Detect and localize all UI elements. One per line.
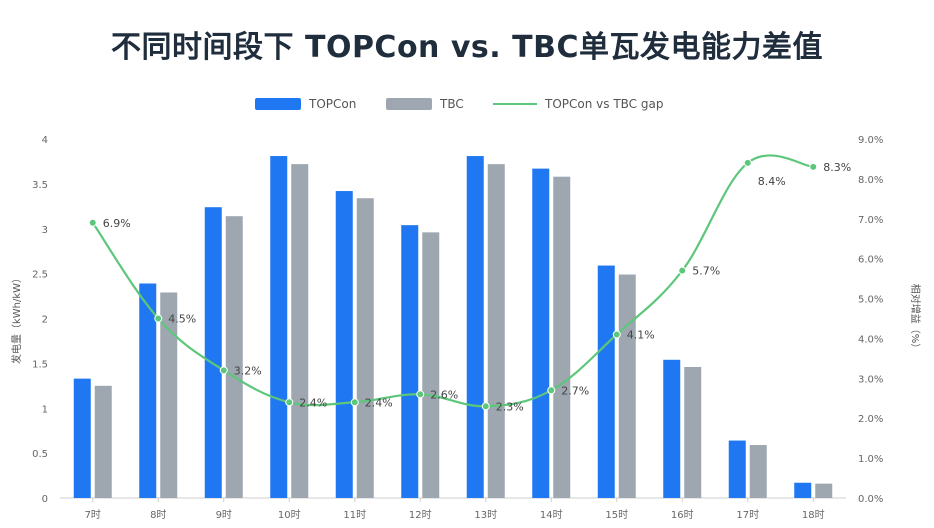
bar-topcon [139, 283, 157, 498]
bar-tbc [815, 483, 833, 498]
gap-point [678, 266, 687, 275]
legend-label-tbc: TBC [439, 97, 464, 111]
y-tick-label: 3 [42, 225, 48, 236]
gap-point [743, 158, 752, 167]
bar-tbc [291, 164, 309, 498]
y-tick-label: 2 [42, 315, 48, 326]
bar-topcon [466, 156, 484, 499]
gap-data-label: 8.4% [758, 175, 786, 188]
gap-point [219, 366, 228, 375]
gap-point [547, 386, 556, 395]
x-tick-label: 8时 [150, 509, 166, 521]
gap-data-label: 2.6% [430, 388, 458, 401]
gap-data-label: 4.5% [168, 313, 196, 326]
x-tick-label: 10时 [278, 509, 301, 521]
gap-data-label: 2.4% [365, 396, 393, 409]
bar-topcon [204, 207, 222, 498]
x-tick-label: 17时 [736, 509, 759, 521]
bar-topcon [73, 378, 91, 498]
y2-tick-label: 2.0% [858, 414, 883, 425]
bar-topcon [401, 225, 419, 498]
y-axis-title: 发电量（kWh/kW） [10, 273, 23, 364]
gap-line [91, 154, 814, 408]
y2-tick-label: 7.0% [858, 215, 883, 226]
x-tick-label: 18时 [802, 509, 825, 521]
bar-tbc [684, 366, 702, 498]
bar-topcon [597, 265, 615, 498]
gap-point [416, 390, 425, 399]
y-tick-label: 0 [42, 494, 48, 505]
y-tick-label: 0.5 [32, 449, 48, 460]
y-tick-label: 1.5 [32, 359, 48, 370]
bar-tbc [749, 445, 767, 498]
bar-tbc [422, 232, 440, 498]
y2-tick-label: 1.0% [858, 454, 883, 465]
x-tick-label: 11时 [343, 509, 366, 521]
gap-data-label: 2.7% [561, 384, 589, 397]
legend-swatch-tbc [386, 98, 432, 110]
gap-point [88, 218, 97, 227]
gap-data-label: 3.2% [234, 364, 262, 377]
bar-tbc [618, 274, 636, 498]
x-tick-label: 7时 [85, 509, 101, 521]
y2-tick-label: 3.0% [858, 374, 883, 385]
y2-tick-label: 0.0% [858, 494, 883, 505]
y2-axis-title: 相对增益（%） [909, 284, 922, 354]
bar-topcon [335, 191, 353, 498]
bar-tbc [487, 164, 505, 498]
bar-tbc [160, 292, 178, 498]
gap-data-label: 5.7% [692, 265, 720, 278]
gap-data-label: 2.4% [299, 396, 327, 409]
y-tick-label: 3.5 [32, 180, 48, 191]
gap-data-label: 6.9% [103, 217, 131, 230]
x-tick-label: 14时 [540, 509, 563, 521]
legend-label-topcon: TOPCon [308, 97, 356, 111]
x-tick-label: 15时 [605, 509, 628, 521]
x-tick-label: 13时 [474, 509, 497, 521]
bar-topcon [794, 482, 812, 498]
y-tick-label: 2.5 [32, 270, 48, 281]
y2-tick-label: 5.0% [858, 295, 883, 306]
gap-point [154, 314, 163, 323]
gap-point [612, 330, 621, 339]
bar-tbc [94, 385, 112, 498]
legend-swatch-topcon [255, 98, 301, 110]
bar-topcon [728, 440, 746, 498]
gap-point [350, 398, 359, 407]
gap-data-label: 8.3% [823, 161, 851, 174]
x-tick-label: 12时 [409, 509, 432, 521]
y2-tick-label: 8.0% [858, 175, 883, 186]
bar-topcon [270, 156, 288, 499]
chart-title: 不同时间段下 TOPCon vs. TBC单瓦发电能力差值 [111, 30, 823, 65]
bar-tbc [553, 176, 571, 498]
y-tick-label: 1 [42, 404, 48, 415]
gap-point [285, 398, 294, 407]
x-tick-label: 16时 [671, 509, 694, 521]
gap-point [809, 162, 818, 171]
bar-tbc [356, 198, 374, 499]
legend-label-gap: TOPCon vs TBC gap [544, 97, 663, 111]
y-tick-label: 4 [42, 135, 48, 146]
gap-data-label: 2.3% [496, 400, 524, 413]
y2-tick-label: 6.0% [858, 255, 883, 266]
y2-tick-label: 9.0% [858, 135, 883, 146]
bar-tbc [225, 216, 243, 498]
gap-data-label: 4.1% [627, 328, 655, 341]
x-tick-label: 9时 [216, 509, 232, 521]
bar-topcon [532, 168, 550, 498]
y2-tick-label: 4.0% [858, 334, 883, 345]
gap-point [481, 402, 490, 411]
bar-topcon [663, 359, 681, 498]
